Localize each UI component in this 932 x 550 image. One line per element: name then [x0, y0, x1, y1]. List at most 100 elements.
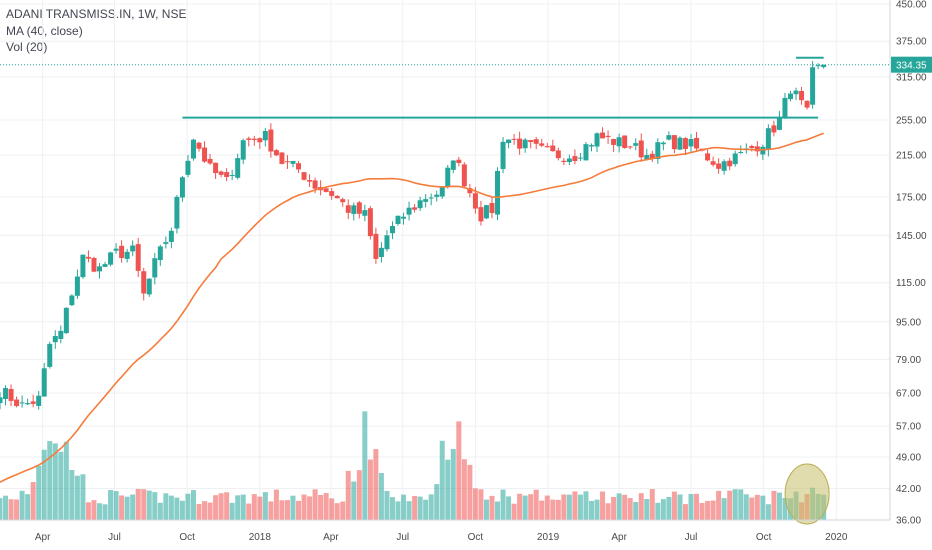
volume-bar	[301, 494, 307, 520]
y-tick-label: 375.00	[896, 37, 927, 48]
candle-body	[738, 152, 744, 154]
volume-bar	[36, 465, 42, 520]
candle-body	[627, 146, 633, 148]
candle-body	[334, 195, 340, 199]
volume-bar	[633, 501, 639, 520]
legend-ma: MA (40, close)	[6, 23, 83, 38]
candle-body	[246, 138, 252, 140]
volume-bar	[130, 494, 136, 520]
volume-bar	[605, 503, 611, 520]
candle-body	[472, 193, 478, 209]
volume-bar	[694, 493, 700, 520]
volume-bar	[213, 495, 219, 520]
candle-body	[616, 137, 622, 147]
candle-body	[30, 401, 36, 404]
candle-body	[776, 117, 782, 130]
volume-bar	[566, 494, 572, 520]
volume-bar	[677, 494, 683, 520]
candle-body	[351, 205, 357, 214]
volume-bar	[334, 503, 340, 520]
candle-body	[638, 140, 644, 158]
candle-body	[202, 147, 208, 162]
volume-bar	[655, 502, 661, 520]
y-tick-label: 79.00	[896, 355, 921, 366]
volume-bar	[251, 494, 257, 520]
candle-body	[439, 187, 445, 197]
candle-body	[41, 368, 47, 397]
ma-line	[0, 132, 824, 483]
candle-body	[301, 172, 307, 180]
chart-grid	[0, 0, 890, 521]
candle-body	[257, 138, 263, 143]
volume-bar	[279, 500, 285, 520]
candle-body	[533, 139, 539, 144]
candle-body	[506, 139, 512, 144]
candle-body	[694, 137, 700, 149]
volume-bar	[240, 494, 246, 520]
candle-body	[196, 142, 202, 149]
candle-body	[296, 163, 302, 170]
volume-bar	[52, 443, 58, 520]
volume-bar	[367, 459, 373, 520]
volume-bar	[445, 459, 451, 520]
volume-bar	[561, 494, 567, 520]
candle-body	[566, 158, 572, 162]
candle-body	[732, 153, 738, 165]
x-tick-label: Jul	[108, 532, 121, 543]
candle-body	[401, 216, 407, 219]
candle-body	[799, 91, 805, 101]
candle-body	[240, 140, 246, 160]
candle-body	[8, 388, 14, 401]
candle-body	[251, 138, 257, 141]
x-tick-label: Oct	[468, 532, 484, 543]
candle-body	[821, 64, 827, 68]
candle-body	[682, 138, 688, 149]
volume-bar	[749, 497, 755, 520]
volume-bar	[522, 495, 528, 520]
volume-bar	[423, 499, 429, 520]
volume-bar	[682, 504, 688, 520]
volume-bar	[622, 494, 628, 520]
candle-body	[412, 207, 418, 210]
y-tick-label: 175.00	[896, 192, 927, 203]
volume-bar	[318, 494, 324, 520]
volume-bar	[229, 502, 235, 520]
volume-bar	[666, 496, 672, 520]
candle-body	[765, 128, 771, 150]
y-tick-label: 255.00	[896, 116, 927, 127]
candle-body	[378, 247, 384, 257]
candle-body	[671, 135, 677, 150]
volume-bar	[307, 496, 313, 520]
volume-bar	[207, 502, 213, 520]
volume-bar	[19, 490, 25, 520]
candle-body	[555, 150, 561, 159]
x-tick-label: Oct	[756, 532, 772, 543]
candle-body	[213, 162, 219, 174]
candle-body	[384, 235, 390, 250]
volume-highlight	[784, 463, 830, 525]
volume-bar	[732, 489, 738, 520]
volume-bar	[185, 493, 191, 520]
volume-bar	[69, 469, 75, 520]
volume-bar	[716, 490, 722, 520]
volume-bar	[782, 497, 788, 520]
volume-bar	[168, 495, 174, 520]
volume-bar	[577, 494, 583, 520]
volume-bar	[8, 499, 14, 520]
volume-bar	[356, 470, 362, 520]
volume-bar	[688, 493, 694, 520]
volume-bar	[190, 490, 196, 520]
volume-bar	[738, 489, 744, 520]
volume-bar	[384, 490, 390, 520]
candle-body	[362, 210, 368, 216]
candle-body	[97, 266, 103, 272]
candle-body	[605, 135, 611, 138]
candle-body	[489, 202, 495, 214]
volume-bar	[600, 491, 606, 520]
candle-body	[168, 230, 174, 242]
y-tick-label: 95.00	[896, 317, 921, 328]
volume-bar	[517, 493, 523, 520]
volume-bar	[174, 497, 180, 520]
candle-body	[478, 207, 484, 222]
volume-bar	[616, 493, 622, 520]
